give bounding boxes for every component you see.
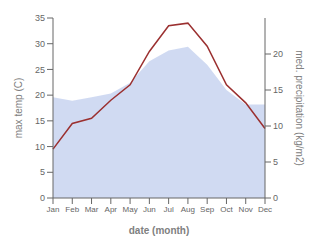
svg-text:Nov: Nov — [239, 205, 253, 214]
svg-text:med. precipitation (kg/m2): med. precipitation (kg/m2) — [294, 50, 305, 166]
svg-text:10: 10 — [273, 121, 283, 131]
svg-text:May: May — [123, 205, 138, 214]
svg-text:5: 5 — [40, 167, 45, 177]
svg-text:35: 35 — [35, 13, 45, 23]
svg-text:0: 0 — [40, 193, 45, 203]
svg-text:Aug: Aug — [181, 205, 195, 214]
svg-text:20: 20 — [273, 49, 283, 59]
svg-text:15: 15 — [273, 85, 283, 95]
svg-text:date (month): date (month) — [129, 225, 190, 236]
svg-text:Sep: Sep — [200, 205, 215, 214]
svg-text:Apr: Apr — [105, 205, 118, 214]
svg-text:Mar: Mar — [85, 205, 99, 214]
svg-text:Jul: Jul — [164, 205, 174, 214]
svg-text:0: 0 — [273, 193, 278, 203]
svg-text:max temp (C): max temp (C) — [13, 78, 24, 139]
svg-text:10: 10 — [35, 142, 45, 152]
svg-text:5: 5 — [273, 157, 278, 167]
svg-text:20: 20 — [35, 90, 45, 100]
svg-text:30: 30 — [35, 39, 45, 49]
svg-text:15: 15 — [35, 116, 45, 126]
svg-text:25: 25 — [35, 65, 45, 75]
svg-text:Jan: Jan — [47, 205, 60, 214]
svg-text:Feb: Feb — [65, 205, 79, 214]
svg-text:Jun: Jun — [143, 205, 156, 214]
svg-text:Dec: Dec — [258, 205, 272, 214]
svg-text:Oct: Oct — [220, 205, 233, 214]
